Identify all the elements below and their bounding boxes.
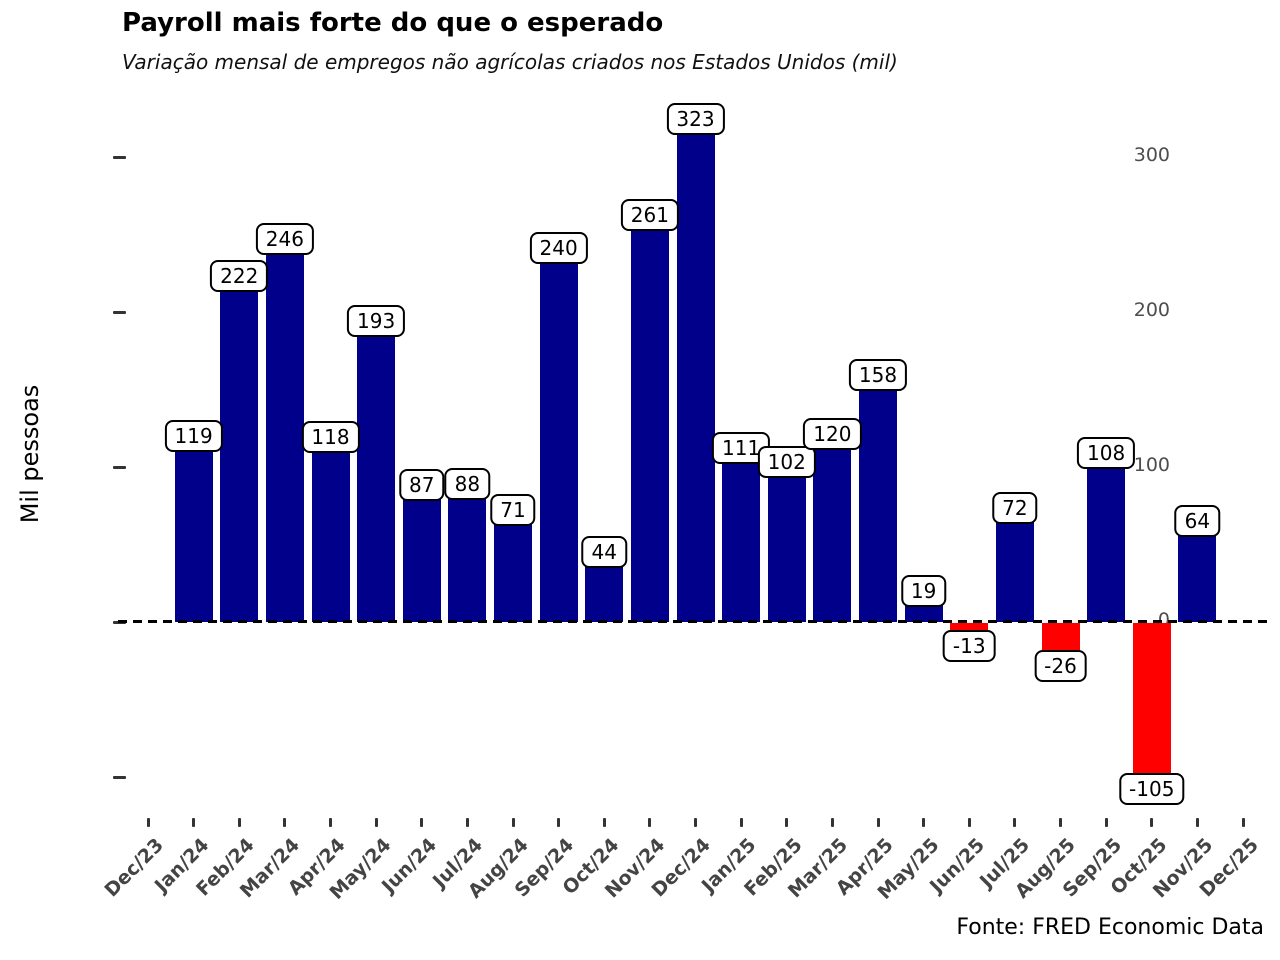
x-tick-mark — [1013, 818, 1017, 827]
bar-value-label: 119 — [164, 419, 223, 452]
x-tick-mark — [602, 818, 606, 827]
x-tick-mark — [374, 818, 378, 827]
x-tick-mark — [785, 818, 789, 827]
x-tick-mark — [557, 818, 561, 827]
x-tick-mark — [237, 818, 241, 827]
x-tick-mark — [1059, 818, 1062, 827]
chart-subtitle: Variação mensal de empregos não agrícola… — [122, 50, 898, 74]
bar-value-label: 158 — [848, 359, 908, 392]
y-tick-label: 200 — [1133, 299, 1170, 321]
y-axis-title: Mil pessoas — [16, 384, 44, 524]
x-tick-mark — [967, 818, 971, 827]
bar-negative — [1132, 623, 1171, 786]
bar-positive — [174, 437, 213, 622]
y-tick-mark — [113, 465, 126, 469]
x-tick-mark — [283, 818, 287, 827]
bar-value-label: 193 — [347, 304, 406, 337]
bar-value-label: 240 — [529, 232, 588, 264]
bar-positive — [767, 463, 806, 622]
bar-value-label: 71 — [490, 493, 536, 526]
bar-positive — [813, 436, 852, 622]
y-tick-mark — [113, 310, 126, 314]
zero-baseline — [118, 620, 1267, 623]
bar-positive — [402, 487, 441, 622]
x-tick-mark — [1150, 818, 1154, 827]
bar-positive — [311, 439, 350, 622]
x-tick-mark — [739, 818, 743, 827]
bar-value-label: 88 — [444, 467, 491, 500]
x-tick-mark — [830, 818, 834, 827]
chart-title: Payroll mais forte do que o esperado — [122, 8, 664, 38]
bar-positive — [1178, 522, 1217, 622]
x-tick-mark — [694, 818, 697, 827]
bar-value-label: 246 — [255, 222, 314, 255]
x-tick-mark — [1241, 818, 1245, 827]
bar-positive — [859, 377, 897, 622]
bar-value-label: 323 — [666, 103, 725, 136]
bar-value-label: -13 — [942, 630, 996, 663]
y-tick-mark — [113, 155, 126, 159]
bar-positive — [1087, 454, 1126, 622]
x-tick-mark — [511, 818, 515, 827]
bar-value-label: -105 — [1119, 772, 1185, 805]
bar-value-label: 222 — [210, 259, 269, 292]
bar-positive — [995, 510, 1034, 622]
y-tick-label: 100 — [1133, 454, 1170, 476]
bar-value-label: -26 — [1034, 650, 1087, 683]
bar-value-label: 44 — [581, 535, 627, 568]
bar-value-label: 64 — [1174, 504, 1221, 537]
bar-value-label: 120 — [803, 418, 862, 450]
bar-positive — [357, 322, 396, 622]
bar-value-label: 108 — [1077, 436, 1136, 469]
bar-value-label: 102 — [757, 445, 816, 478]
bar-positive — [265, 240, 304, 622]
x-tick-mark — [922, 818, 926, 827]
bar-positive — [722, 449, 761, 622]
bar-positive — [676, 121, 715, 622]
bar-positive — [630, 217, 669, 622]
x-tick-label: Dec/23 — [100, 834, 168, 902]
bar-positive — [448, 485, 487, 622]
x-tick-mark — [329, 818, 332, 827]
x-tick-mark — [192, 818, 196, 827]
bar-value-label: 261 — [620, 199, 679, 232]
x-tick-mark — [876, 818, 880, 827]
bar-positive — [539, 250, 578, 622]
bar-value-label: 118 — [301, 421, 360, 454]
x-tick-mark — [465, 818, 469, 827]
bar-positive — [220, 277, 259, 622]
x-tick-mark — [1104, 818, 1108, 827]
x-tick-mark — [648, 818, 652, 827]
bar-positive — [494, 511, 532, 622]
bar-value-label: 19 — [900, 574, 947, 607]
x-tick-mark — [1195, 818, 1199, 827]
y-tick-label: 300 — [1133, 144, 1170, 166]
y-tick-mark — [113, 775, 126, 779]
bar-value-label: 87 — [399, 469, 445, 502]
x-tick-mark — [146, 818, 150, 827]
bar-value-label: 72 — [992, 492, 1038, 525]
source-note: Fonte: FRED Economic Data — [956, 915, 1264, 940]
x-tick-mark — [420, 818, 424, 827]
